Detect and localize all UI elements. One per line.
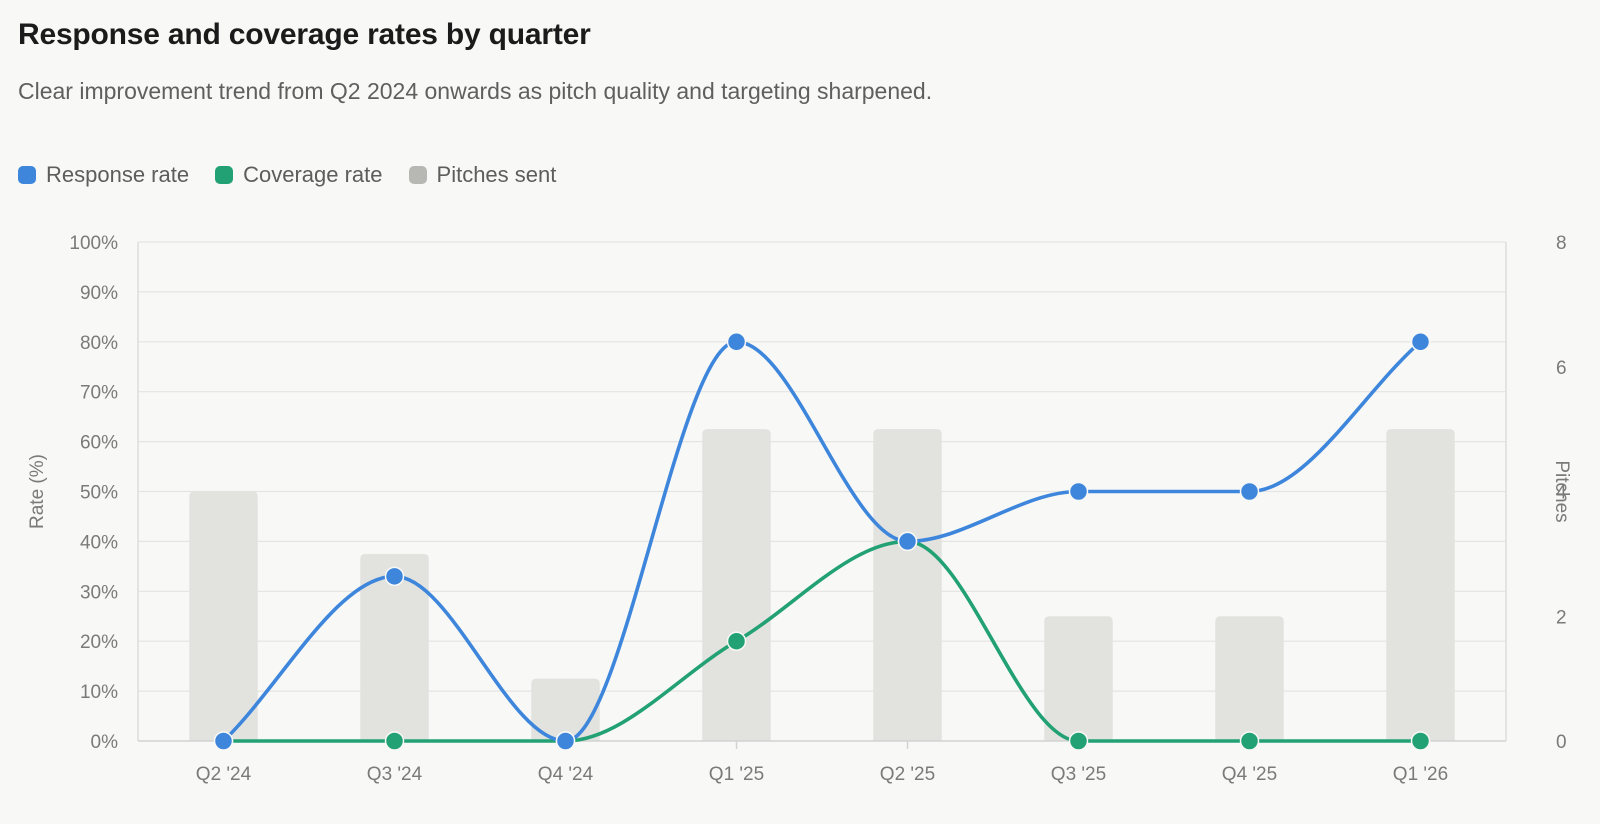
rate-points [213,332,1431,751]
y2-tick-label: 4 [1556,483,1567,504]
y2-axis-title: Pitches [1551,460,1572,522]
bar-pitches-sent [1215,616,1284,741]
chart-title: Response and coverage rates by quarter [18,18,591,51]
legend-swatch-pitches-sent [408,166,427,184]
axes [137,242,1507,749]
y-tick-label: 10% [80,682,118,703]
y2-tick-label: 0 [1556,732,1567,753]
x-tick-label: Q1 '25 [709,764,764,785]
point-response-rate [213,731,234,751]
line-response-rate [221,340,1423,743]
legend-swatch-coverage-rate [215,166,234,184]
chart-subtitle: Clear improvement trend from Q2 2024 onw… [18,78,933,104]
bar-pitches-sent [702,429,771,741]
x-tick-label: Q3 '24 [367,764,423,785]
y2-tick-label: 6 [1556,358,1567,379]
y-tick-label: 40% [80,532,118,553]
legend-label-coverage-rate: Coverage rate [243,162,383,187]
bar-pitches-sent [1044,616,1113,741]
point-coverage-rate [1239,731,1260,751]
y-tick-label: 80% [80,333,118,354]
x-tick-label: Q1 '26 [1393,764,1448,785]
y-tick-label: 0% [91,732,119,753]
legend-label-pitches-sent: Pitches sent [436,162,557,187]
x-tick-label: Q4 '25 [1222,764,1277,785]
point-coverage-rate [726,631,747,651]
point-response-rate [1410,332,1431,352]
legend-swatch-response-rate [18,166,36,184]
point-response-rate [726,332,747,352]
x-tick-label: Q3 '25 [1051,764,1106,785]
bar-pitches-sent [531,678,600,741]
point-coverage-rate [384,731,405,751]
legend-label-response-rate: Response rate [46,162,190,187]
y2-tick-label: 8 [1556,233,1567,254]
y-tick-label: 100% [69,233,118,254]
line-coverage-rate [221,539,1423,743]
y-tick-label: 30% [80,582,118,603]
bar-pitches-sent [1386,429,1455,741]
legend-item-pitches-sent[interactable]: Pitches sent [408,162,557,188]
y-tick-label: 20% [80,632,118,653]
legend-item-coverage-rate[interactable]: Coverage rate [215,162,383,188]
x-tick-label: Q2 '25 [880,764,935,785]
point-response-rate [384,566,405,587]
point-response-rate [1068,481,1089,502]
legend-item-response-rate[interactable]: Response rate [18,162,189,188]
axis-labels: 0% 10% 20% 30% 40% 50% 60% 70% 80% 90% 100% 0 2 4 6 8 Q2… [27,233,1572,785]
bar-pitches-sent [360,553,429,741]
point-response-rate [555,731,576,751]
point-response-rate [897,531,918,552]
x-tick-label: Q4 '24 [538,764,594,785]
point-response-rate [1239,481,1260,502]
point-coverage-rate [1068,731,1089,751]
y-tick-label: 50% [80,483,118,504]
bar-pitches-sent [189,491,258,741]
bar-pitches-sent [873,429,942,741]
bars-pitches-sent [189,429,1455,741]
y2-tick-label: 2 [1556,607,1567,628]
y-tick-label: 60% [80,433,118,454]
y-axis-title: Rate (%) [27,454,48,529]
y-tick-label: 70% [80,383,118,404]
x-tick-label: Q2 '24 [196,764,252,785]
rate-lines [221,340,1423,743]
point-coverage-rate [1410,731,1431,751]
y-tick-label: 90% [80,283,118,304]
chart-legend: Response rate Coverage rate Pitches sent [18,162,556,188]
